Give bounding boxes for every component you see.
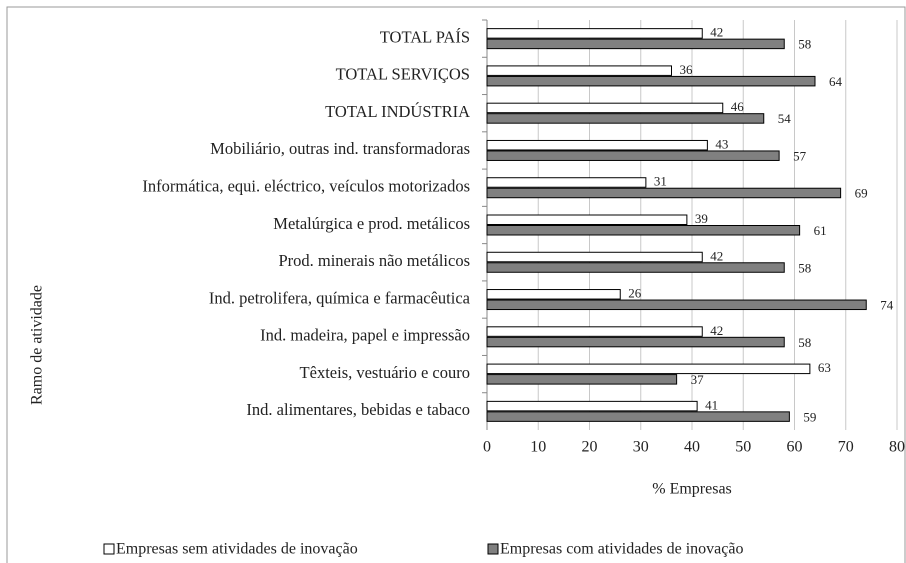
data-label: 36 (680, 62, 694, 77)
frame (6, 6, 906, 563)
x-tick-label: 80 (889, 439, 905, 456)
bar (486, 177, 647, 188)
bar (486, 102, 724, 114)
data-label: 69 (855, 186, 868, 201)
data-label: 61 (814, 223, 827, 238)
y-tick-label: Prod. minerais não metálicos (278, 251, 470, 270)
y-tick-label: Metalúrgica e prod. metálicos (273, 214, 470, 233)
data-label: 39 (695, 211, 708, 226)
x-tick-label: 30 (633, 439, 649, 456)
bar (486, 326, 703, 337)
x-tick-label: 70 (838, 439, 854, 456)
bar (486, 214, 688, 225)
data-label: 58 (798, 335, 811, 350)
data-label: 46 (731, 99, 745, 114)
bar (486, 289, 621, 300)
y-axis-label: Ramo de atividade (29, 285, 46, 405)
y-tick-label: TOTAL PAÍS (380, 27, 470, 46)
y-tick-label: Informática, equi. eléctrico, veículos m… (142, 177, 470, 196)
bar (486, 374, 678, 385)
bar (486, 75, 816, 87)
y-tick-label: TOTAL SERVIÇOS (336, 65, 470, 84)
y-tick-label: Mobiliário, outras ind. transformadoras (210, 139, 470, 158)
bar (486, 65, 672, 76)
bar (486, 113, 765, 124)
x-tick-label: 0 (483, 439, 491, 456)
x-tick-label: 60 (787, 439, 803, 456)
y-tick-label: Ind. petrolifera, química e farmacêutica (209, 288, 471, 307)
data-label: 42 (710, 25, 723, 40)
data-label: 41 (705, 397, 718, 412)
bar (486, 225, 801, 236)
legend-label: Empresas sem atividades de inovação (116, 541, 358, 558)
x-tick-label: 50 (735, 439, 751, 456)
data-label: 42 (710, 248, 723, 263)
data-label: 64 (829, 74, 843, 89)
data-label: 63 (818, 360, 831, 375)
data-label: 42 (710, 323, 723, 338)
data-label: 57 (793, 148, 807, 163)
bar (486, 262, 785, 273)
legend-label: Empresas com atividades de inovação (500, 541, 743, 558)
data-label: 58 (798, 37, 811, 52)
x-tick-label: 10 (530, 439, 546, 456)
data-label: 37 (691, 372, 705, 387)
bar (486, 150, 780, 161)
bar (486, 187, 842, 199)
data-label: 26 (628, 286, 642, 301)
x-tick-label: 20 (582, 439, 598, 456)
bar (486, 411, 790, 422)
bar (486, 38, 785, 50)
x-axis-label: % Empresas (652, 481, 732, 498)
data-label: 74 (880, 298, 894, 313)
data-label: 58 (798, 260, 811, 275)
bar (486, 363, 811, 375)
data-label: 31 (654, 174, 667, 189)
bar (486, 139, 708, 151)
data-label: 54 (778, 111, 792, 126)
y-tick-label: TOTAL INDÚSTRIA (325, 102, 470, 121)
y-tick-label: Têxteis, vestuário e couro (300, 363, 470, 382)
data-label: 43 (715, 136, 728, 151)
bar (486, 400, 698, 412)
bar (486, 299, 867, 311)
y-tick-label: Ind. madeira, papel e impressão (260, 326, 470, 345)
data-label: 59 (803, 409, 816, 424)
y-tick-label: Ind. alimentares, bebidas e tabaco (246, 400, 470, 419)
bar (486, 251, 703, 263)
bar (486, 336, 785, 348)
bar (486, 28, 703, 39)
legend-swatch (487, 543, 499, 555)
legend-swatch (103, 543, 115, 555)
x-tick-label: 40 (684, 439, 700, 456)
